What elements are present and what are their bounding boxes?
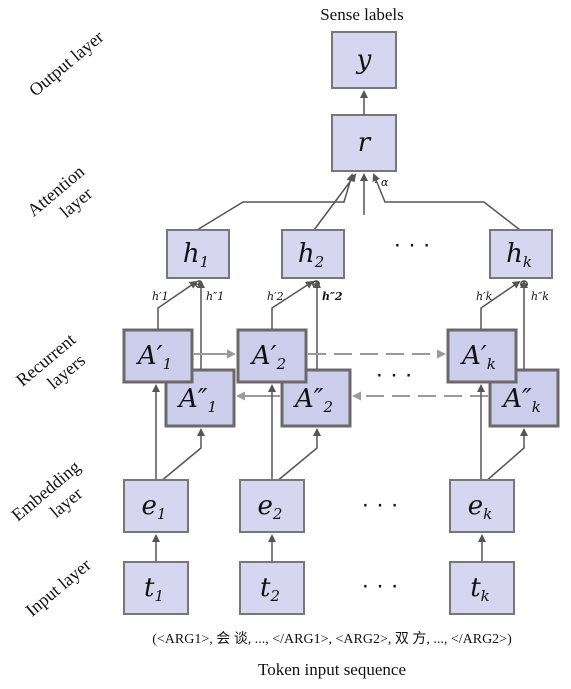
- recurrent-bwd-k-label: A″k: [501, 384, 541, 416]
- hidden-h1-label: h1: [183, 239, 209, 271]
- embedding-ek-box: [449, 479, 515, 533]
- token-caption: Token input sequence: [258, 660, 406, 679]
- e1-to-a1-bwd-arrow: [159, 428, 205, 483]
- input-layer-label: Input layer: [22, 555, 95, 621]
- h1-bwd-label: h″1: [206, 290, 224, 303]
- hidden-hk-label: hk: [506, 239, 532, 271]
- e2-to-a2-bwd-arrow: [275, 428, 321, 483]
- ak-fwd-to-hk-arrow: [480, 280, 521, 332]
- sense-labels-title: Sense labels: [320, 5, 404, 24]
- hidden-h1-box: [166, 229, 230, 279]
- recurrent-bwd-1-label: A″1: [177, 384, 217, 416]
- embedding-e2-box: [239, 479, 305, 533]
- input-tk-label: tk: [470, 573, 490, 605]
- attention-r-label: r: [358, 128, 372, 158]
- hk-bwd-label: h″k: [531, 290, 549, 303]
- ek-to-ak-bwd-arrow: [484, 428, 528, 483]
- recurrent-fwd-1-box: [122, 328, 194, 384]
- hidden-h2-box: [281, 229, 345, 279]
- embedding-layer-label: Embedding layer: [7, 456, 86, 525]
- concat-plus-1: ⊕: [194, 277, 204, 291]
- h2-bwd-label: h″2: [322, 290, 343, 303]
- a1-fwd-to-h1-arrow: [157, 280, 198, 332]
- a2-fwd-to-h2-arrow: [271, 280, 314, 332]
- h1-to-r-arrow: [196, 173, 355, 231]
- hidden-ellipsis: · · ·: [393, 231, 430, 258]
- embedding-ek-label: ek: [468, 491, 492, 523]
- output-layer-label: Output layer: [25, 27, 107, 100]
- hk-fwd-label: h′k: [476, 290, 493, 303]
- recurrent-fwd-1-label: A′1: [136, 341, 172, 373]
- input-t2-box: [239, 561, 305, 615]
- h2-to-r-arrow: [313, 173, 357, 231]
- input-t1-label: t1: [144, 573, 164, 605]
- attention-layer-label: Attention layer: [23, 161, 96, 221]
- concat-plus-2: ⊕: [311, 277, 321, 291]
- embedding-e1-label: e1: [142, 491, 167, 523]
- input-ellipsis: · · ·: [361, 572, 398, 599]
- hk-to-r-arrow: [372, 173, 521, 231]
- recurrent-fwd-k-label: A′k: [460, 341, 496, 373]
- recurrent-fwd-2-label: A′2: [250, 341, 286, 373]
- embedding-e2-label: e2: [258, 491, 283, 523]
- output-y-label: y: [356, 45, 372, 75]
- recurrent-ellipsis: · · ·: [375, 361, 412, 388]
- token-sequence: (<ARG1>, 会 谈, ..., </ARG1>, <ARG2>, 双 方,…: [152, 631, 512, 647]
- hidden-hk-box: [489, 229, 553, 279]
- attention-r-box: [331, 114, 397, 172]
- recurrent-bwd-2-label: A″2: [293, 384, 333, 416]
- hidden-h2-label: h2: [298, 239, 324, 271]
- input-t2-label: t2: [260, 573, 280, 605]
- recurrent-layers-label: Recurrent layers: [12, 329, 89, 393]
- output-y-box: [331, 31, 397, 89]
- embedding-e1-box: [123, 479, 189, 533]
- input-tk-box: [449, 561, 515, 615]
- h2-fwd-label: h′2: [267, 290, 284, 303]
- recurrent-fwd-k-box: [446, 328, 518, 384]
- recurrent-fwd-2-box: [236, 328, 308, 384]
- input-t1-box: [123, 561, 189, 615]
- h1-fwd-label: h′1: [152, 290, 169, 303]
- recurrent-bwd-k-box: [488, 368, 560, 428]
- embedding-ellipsis: · · ·: [361, 491, 398, 518]
